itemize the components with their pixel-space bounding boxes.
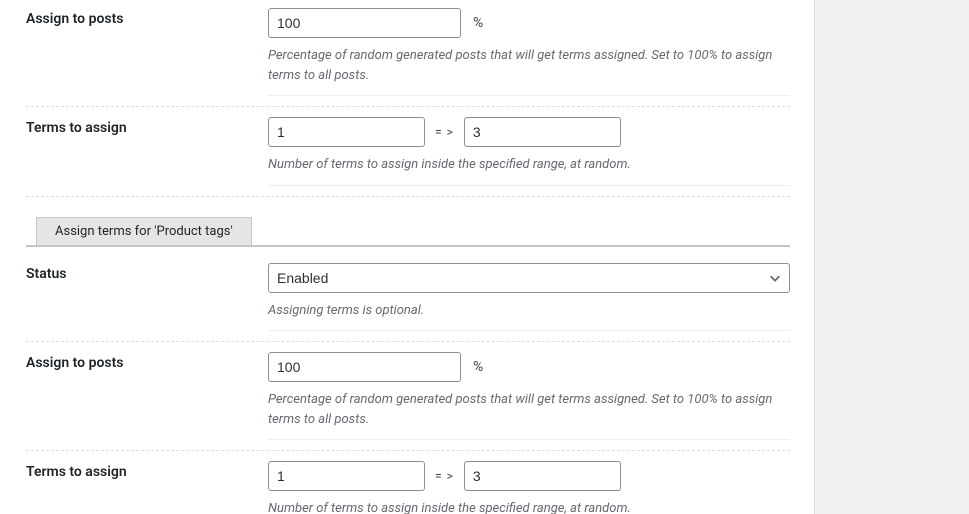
row-terms-to-assign-1: Terms to assign = > Number of terms to a… bbox=[0, 107, 814, 196]
field-assign-to-posts-2: % Percentage of random generated posts t… bbox=[248, 342, 814, 450]
terms-from-input-1[interactable] bbox=[268, 117, 425, 147]
status-desc: Assigning terms is optional. bbox=[268, 301, 790, 321]
assign-to-posts-input-2[interactable] bbox=[268, 352, 461, 382]
label-status: Status bbox=[0, 253, 248, 297]
label-assign-to-posts-1: Assign to posts bbox=[0, 0, 248, 42]
settings-panel: Assign to posts % Percentage of random g… bbox=[0, 0, 815, 514]
assign-to-posts-input-1[interactable] bbox=[268, 8, 461, 38]
assign-to-posts-desc-1: Percentage of random generated posts tha… bbox=[268, 46, 790, 85]
status-select[interactable]: Enabled bbox=[268, 263, 790, 293]
terms-to-assign-desc-2: Number of terms to assign inside the spe… bbox=[268, 499, 790, 514]
field-terms-to-assign-1: = > Number of terms to assign inside the… bbox=[248, 107, 814, 196]
terms-to-input-1[interactable] bbox=[464, 117, 621, 147]
percent-suffix-1: % bbox=[469, 15, 483, 31]
section-tab-product-tags: Assign terms for 'Product tags' bbox=[36, 217, 252, 245]
row-terms-to-assign-2: Terms to assign = > Number of terms to a… bbox=[0, 451, 814, 514]
sidebar-gutter bbox=[815, 0, 969, 514]
label-terms-to-assign-2: Terms to assign bbox=[0, 451, 248, 495]
assign-to-posts-desc-2: Percentage of random generated posts tha… bbox=[268, 390, 790, 429]
section-tab-wrap: Assign terms for 'Product tags' bbox=[26, 217, 790, 247]
divider bbox=[26, 196, 790, 197]
terms-to-input-2[interactable] bbox=[464, 461, 621, 491]
field-terms-to-assign-2: = > Number of terms to assign inside the… bbox=[248, 451, 814, 514]
terms-from-input-2[interactable] bbox=[268, 461, 425, 491]
row-assign-to-posts-1: Assign to posts % Percentage of random g… bbox=[0, 0, 814, 106]
field-assign-to-posts-1: % Percentage of random generated posts t… bbox=[248, 0, 814, 106]
terms-to-assign-desc-1: Number of terms to assign inside the spe… bbox=[268, 155, 790, 175]
field-status: Enabled Assigning terms is optional. bbox=[248, 253, 814, 342]
row-status: Status Enabled Assigning terms is option… bbox=[0, 253, 814, 342]
label-terms-to-assign-1: Terms to assign bbox=[0, 107, 248, 151]
range-separator-1: = > bbox=[433, 125, 456, 139]
percent-suffix-2: % bbox=[469, 359, 483, 375]
page-root: Assign to posts % Percentage of random g… bbox=[0, 0, 969, 514]
range-separator-2: = > bbox=[433, 469, 456, 483]
row-assign-to-posts-2: Assign to posts % Percentage of random g… bbox=[0, 342, 814, 450]
label-assign-to-posts-2: Assign to posts bbox=[0, 342, 248, 386]
